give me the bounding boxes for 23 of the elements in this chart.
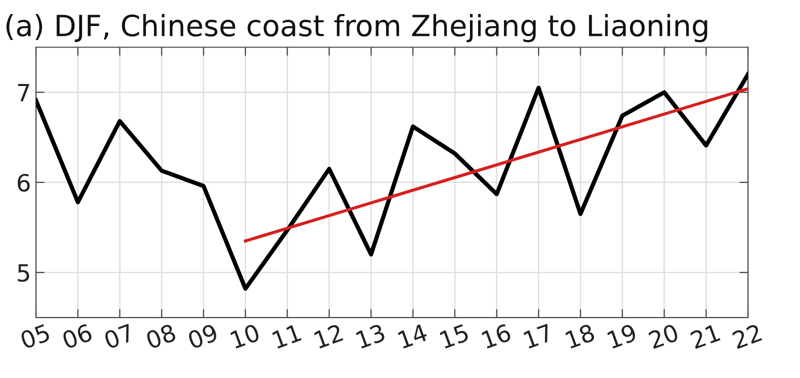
x-tick-label: 11 bbox=[272, 324, 302, 349]
x-tick-label: 08 bbox=[145, 323, 177, 350]
y-tick-label: 5 bbox=[18, 264, 30, 282]
x-tick-label: 19 bbox=[606, 323, 638, 349]
x-tick-label: 12 bbox=[314, 324, 344, 349]
x-tick-label: 05 bbox=[20, 323, 51, 350]
y-tick-label: 7 bbox=[18, 84, 30, 102]
x-tick-label: 16 bbox=[481, 323, 512, 349]
chart-title: (a) DJF, Chinese coast from Zhejiang to Liaoning bbox=[6, 14, 708, 42]
x-tick-label: 06 bbox=[61, 323, 93, 350]
x-tick-label: 10 bbox=[230, 323, 260, 349]
x-tick-label: 13 bbox=[356, 323, 386, 349]
x-tick-label: 07 bbox=[103, 323, 134, 350]
x-tick-label: 09 bbox=[187, 323, 218, 350]
x-tick-label: 14 bbox=[398, 324, 428, 349]
x-tick-label: 20 bbox=[648, 323, 680, 350]
y-tick-label: 6 bbox=[18, 174, 30, 192]
x-tick-label: 21 bbox=[690, 324, 720, 349]
x-tick-label: 17 bbox=[523, 324, 554, 349]
x-tick-label: 15 bbox=[439, 324, 470, 349]
x-tick-label: 18 bbox=[565, 323, 596, 349]
line-series bbox=[36, 72, 748, 291]
x-tick-label: 22 bbox=[732, 324, 762, 349]
